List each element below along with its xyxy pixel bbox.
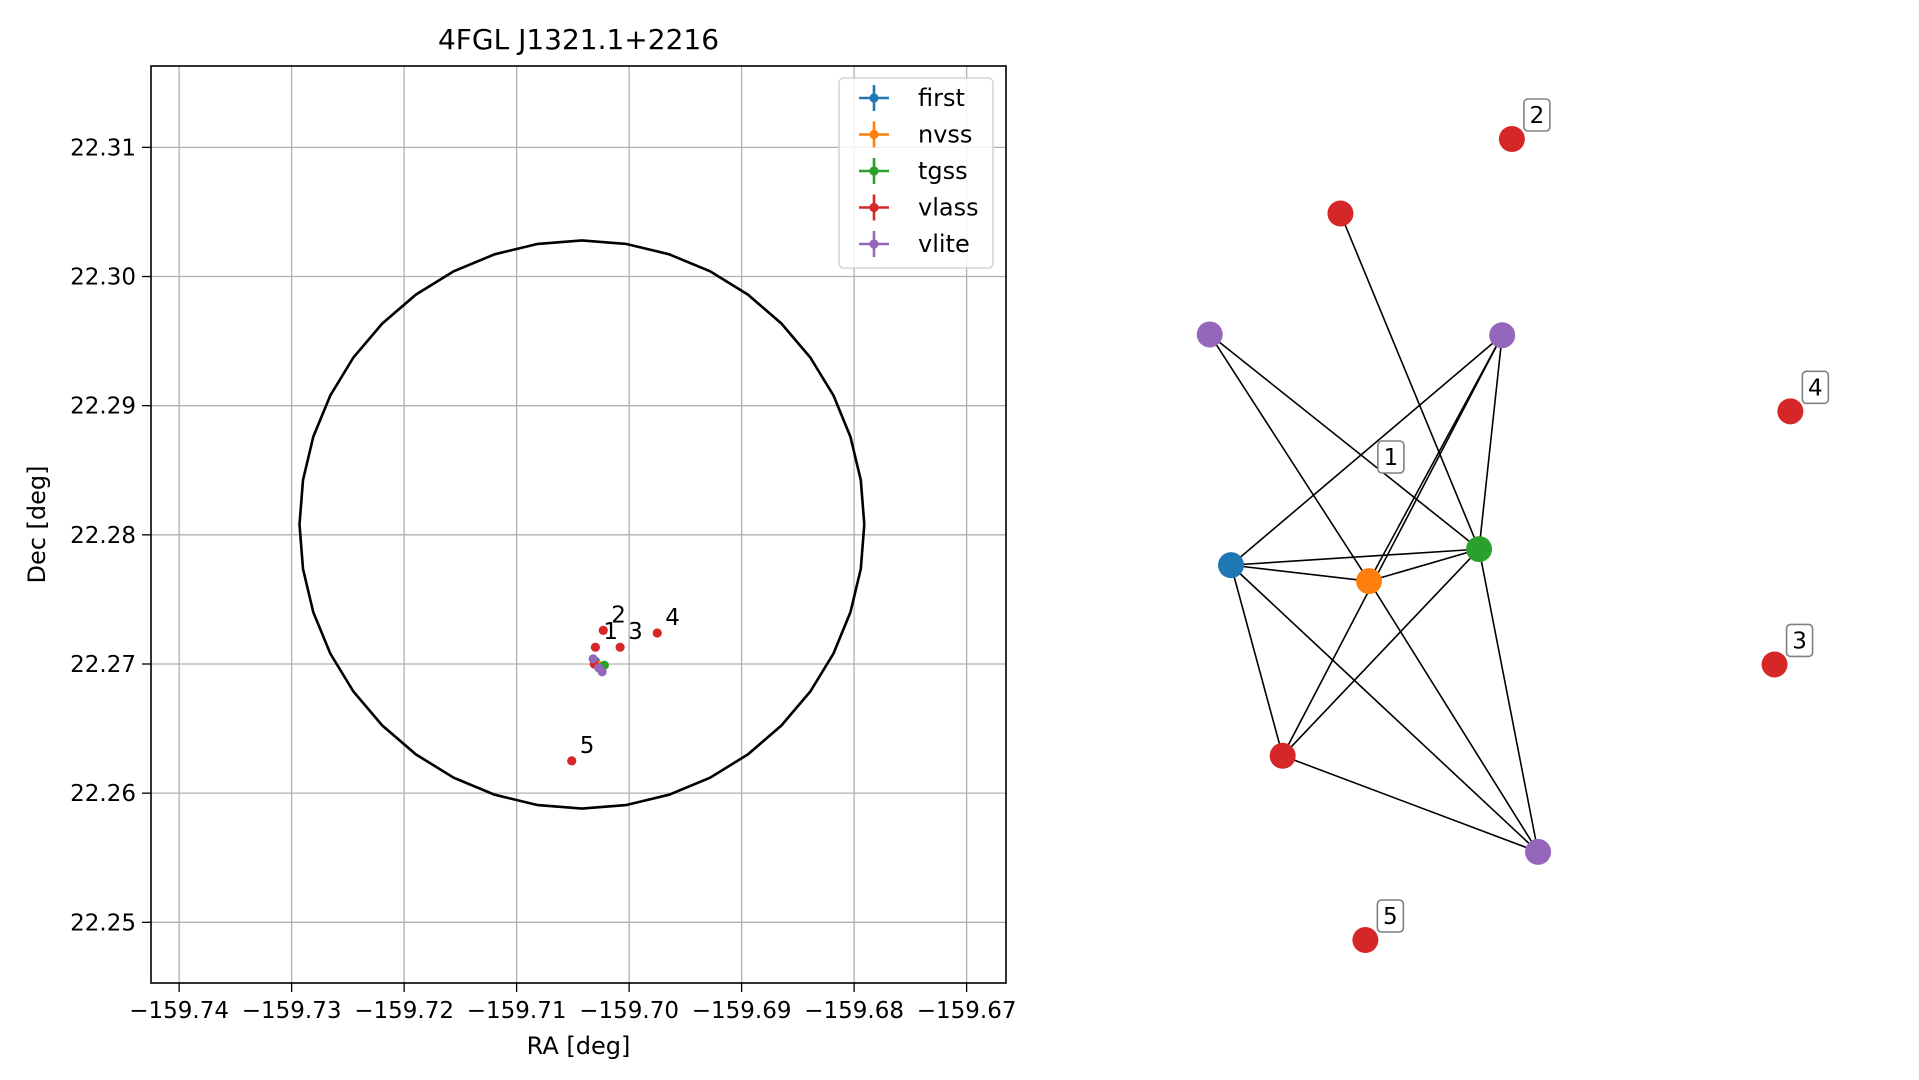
legend-label-first: first xyxy=(918,84,965,112)
y-tick-label: 22.28 xyxy=(70,523,136,549)
point-vlass xyxy=(590,642,600,652)
legend: first nvss tgss vlass vlite xyxy=(838,77,994,269)
node-label-box xyxy=(1376,899,1405,933)
network-node-v4 xyxy=(1777,398,1804,425)
point-vlass xyxy=(598,625,608,636)
network-node-vlass_a xyxy=(1327,200,1354,227)
network-edge xyxy=(1368,580,1539,853)
x-axis-label: RA [deg] xyxy=(527,1032,631,1060)
point-label: 3 xyxy=(628,619,643,645)
network-edge xyxy=(1281,334,1503,757)
network-edge xyxy=(1230,564,1370,582)
network-edge xyxy=(1282,755,1539,853)
network-node-v3 xyxy=(1761,651,1788,678)
y-tick-label: 22.30 xyxy=(70,265,136,291)
legend-marker-dot xyxy=(869,166,879,176)
network-node-vlite_a xyxy=(1196,321,1223,348)
network-node-v5 xyxy=(1352,927,1379,953)
y-tick-label: 22.27 xyxy=(70,652,136,678)
point-label: 5 xyxy=(580,733,595,759)
network-edge xyxy=(1478,548,1539,853)
network-edge xyxy=(1282,548,1480,757)
network-node-vlass_b xyxy=(1269,742,1296,769)
point-vlass xyxy=(615,642,625,652)
y-axis-ticks: 22.25 22.26 22.27 22.28 22.29 22.30 22.31 xyxy=(70,135,151,936)
legend-box xyxy=(838,77,994,269)
legend-marker-dot xyxy=(869,239,879,249)
x-tick-label: −159.68 xyxy=(804,998,904,1024)
point-label: 2 xyxy=(611,602,626,628)
legend-label-vlite: vlite xyxy=(918,230,970,258)
node-label-text: 5 xyxy=(1383,904,1398,930)
chart-title: 4FGL J1321.1+2216 xyxy=(438,23,719,56)
network-edges xyxy=(1209,213,1539,853)
y-tick-label: 22.31 xyxy=(70,135,136,161)
network-node-vlite_c xyxy=(1525,838,1552,865)
point-label: 1 xyxy=(603,619,618,645)
point-vlite xyxy=(588,654,598,664)
x-tick-label: −159.70 xyxy=(579,998,679,1024)
point-vlass xyxy=(567,756,577,766)
x-tick-label: −159.69 xyxy=(692,998,792,1024)
network-edge xyxy=(1230,564,1539,853)
data-points xyxy=(567,625,662,766)
node-label-text: 4 xyxy=(1808,375,1823,401)
node-label-box xyxy=(1377,440,1405,474)
network-edge xyxy=(1230,548,1480,566)
network-node-v2 xyxy=(1498,126,1525,152)
localization-ellipse xyxy=(298,239,866,810)
node-label-text: 2 xyxy=(1530,103,1545,129)
network-panel: 2 4 3 5 1 xyxy=(1196,98,1830,953)
network-nodes xyxy=(1196,126,1804,953)
point-vlass xyxy=(652,628,662,638)
y-tick-label: 22.26 xyxy=(70,781,136,807)
legend-label-vlass: vlass xyxy=(918,194,979,222)
point-vlite xyxy=(594,663,604,673)
point-label: 4 xyxy=(665,605,680,631)
x-tick-label: −159.73 xyxy=(242,998,342,1024)
x-tick-label: −159.67 xyxy=(917,998,1017,1024)
network-node-labels: 2 4 3 5 1 xyxy=(1376,98,1830,933)
y-axis-label: Dec [deg] xyxy=(23,465,51,583)
x-axis-ticks: −159.74 −159.73 −159.72 −159.71 −159.70 −159.… xyxy=(129,983,1017,1024)
node-label-box xyxy=(1801,370,1830,405)
plot-frame xyxy=(150,65,1007,984)
network-edge xyxy=(1230,564,1284,756)
network-edge xyxy=(1339,213,1480,550)
node-label-box xyxy=(1785,623,1814,658)
x-tick-label: −159.74 xyxy=(129,998,229,1024)
legend-marker-dot xyxy=(869,93,879,103)
network-node-first xyxy=(1218,552,1244,579)
grid-lines xyxy=(151,66,1006,983)
network-node-nvss xyxy=(1356,568,1383,595)
network-edge xyxy=(1230,334,1503,566)
network-edge xyxy=(1478,335,1503,550)
y-tick-label: 22.29 xyxy=(70,394,136,420)
network-edge xyxy=(1209,334,1370,582)
localization-ellipse-layer xyxy=(298,239,866,810)
node-label-text: 3 xyxy=(1792,628,1807,654)
x-tick-label: −159.72 xyxy=(354,998,454,1024)
y-tick-label: 22.25 xyxy=(70,910,136,936)
network-edge xyxy=(1368,548,1480,582)
node-label-box xyxy=(1523,98,1551,132)
network-node-tgss xyxy=(1466,536,1493,563)
network-edge xyxy=(1209,333,1480,550)
legend-marker-dot xyxy=(869,129,879,140)
node-label-text: 1 xyxy=(1384,445,1399,471)
x-tick-label: −159.71 xyxy=(467,998,567,1024)
network-node-vlite_b xyxy=(1489,322,1516,349)
legend-marker-dot xyxy=(869,202,879,213)
legend-label-nvss: nvss xyxy=(918,121,972,149)
legend-label-tgss: tgss xyxy=(918,157,968,185)
